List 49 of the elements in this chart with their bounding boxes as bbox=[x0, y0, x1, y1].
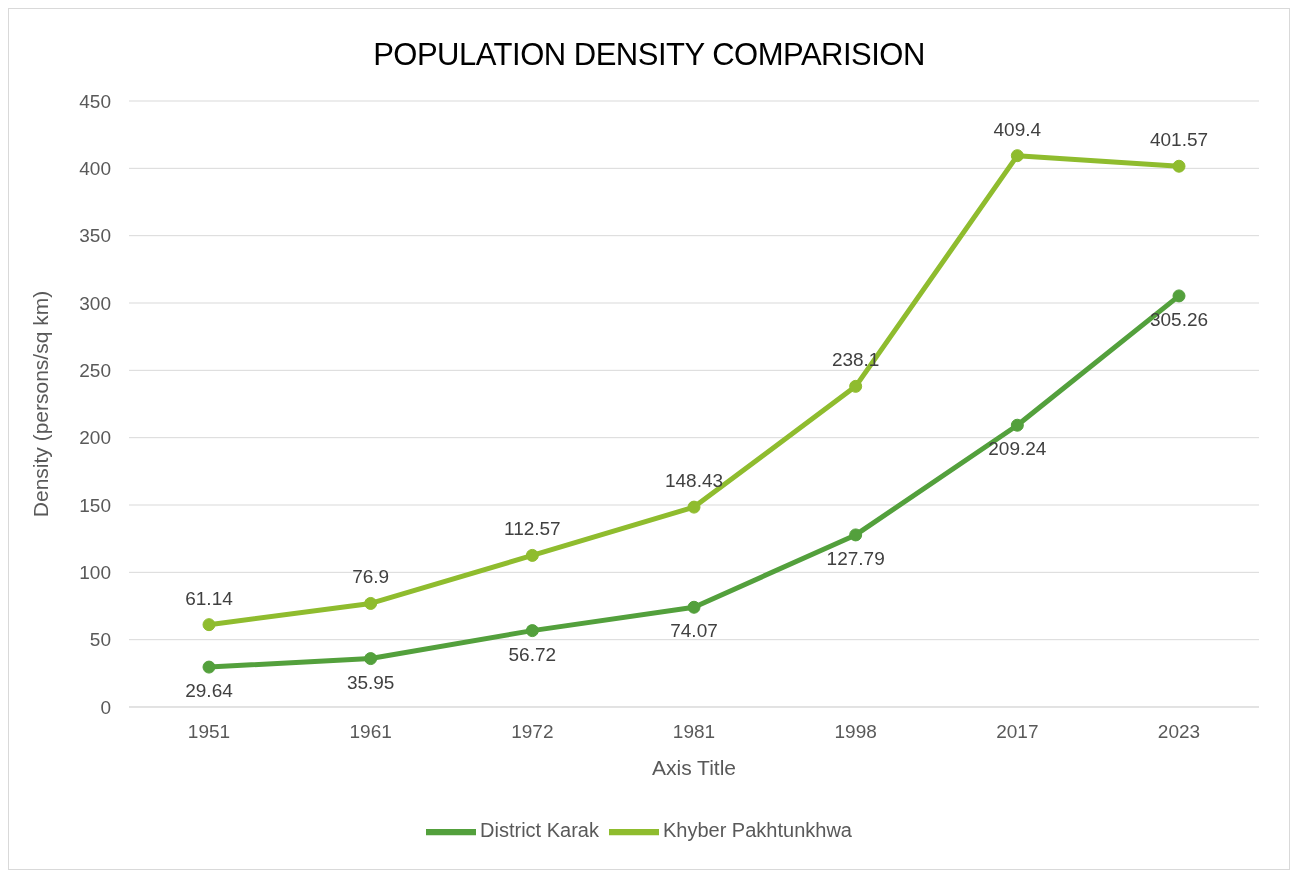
y-tick-label: 150 bbox=[79, 494, 111, 516]
point bbox=[525, 624, 539, 638]
x-tick-label: 1951 bbox=[187, 721, 231, 743]
data-label: 76.9 bbox=[352, 566, 390, 588]
y-tick-label: 350 bbox=[79, 225, 111, 247]
y-tick-label: 300 bbox=[79, 292, 111, 314]
data-label: 29.64 bbox=[185, 680, 234, 702]
data-label: 127.79 bbox=[826, 547, 885, 569]
x-tick-label: 1961 bbox=[349, 721, 392, 743]
point bbox=[687, 600, 701, 614]
point bbox=[1172, 289, 1186, 303]
data-label: 209.24 bbox=[988, 438, 1047, 460]
data-label: 61.14 bbox=[185, 587, 234, 609]
y-tick-label: 450 bbox=[79, 90, 111, 112]
x-tick-label: 1998 bbox=[834, 721, 877, 743]
x-tick-label: 1972 bbox=[511, 721, 554, 743]
point bbox=[525, 548, 539, 562]
x-tick-label: 1981 bbox=[672, 721, 716, 743]
point bbox=[364, 652, 378, 666]
point bbox=[849, 379, 863, 393]
y-axis-title: Density (persons/sq km) bbox=[29, 290, 53, 518]
y-tick-label: 250 bbox=[79, 360, 111, 382]
point bbox=[364, 596, 378, 610]
y-tick-label: 0 bbox=[100, 696, 111, 718]
data-label: 74.07 bbox=[670, 620, 718, 642]
data-label: 56.72 bbox=[508, 643, 557, 665]
x-tick-label: 2017 bbox=[996, 721, 1039, 743]
x-tick-label: 2023 bbox=[1157, 721, 1201, 743]
point bbox=[202, 660, 216, 674]
data-label: 305.26 bbox=[1149, 308, 1209, 330]
legend-label: District Karak bbox=[480, 819, 599, 842]
point bbox=[1010, 418, 1024, 432]
data-label: 409.4 bbox=[993, 118, 1042, 140]
y-tick-label: 400 bbox=[79, 158, 111, 180]
x-axis-title: Axis Title bbox=[651, 756, 737, 779]
data-label: 148.43 bbox=[664, 470, 724, 492]
data-label: 401.57 bbox=[1149, 129, 1209, 151]
data-label: 112.57 bbox=[503, 518, 561, 540]
y-tick-label: 100 bbox=[79, 562, 111, 584]
point bbox=[202, 618, 216, 632]
chart-title: POPULATION DENSITY COMPARISION bbox=[372, 37, 926, 74]
point bbox=[849, 528, 863, 542]
point bbox=[1010, 149, 1024, 163]
point bbox=[687, 500, 701, 514]
point bbox=[1172, 159, 1186, 173]
data-label: 35.95 bbox=[346, 671, 395, 693]
legend-label: Khyber Pakhtunkhwa bbox=[662, 819, 852, 842]
y-tick-label: 200 bbox=[79, 427, 111, 449]
y-tick-label: 50 bbox=[89, 629, 111, 651]
